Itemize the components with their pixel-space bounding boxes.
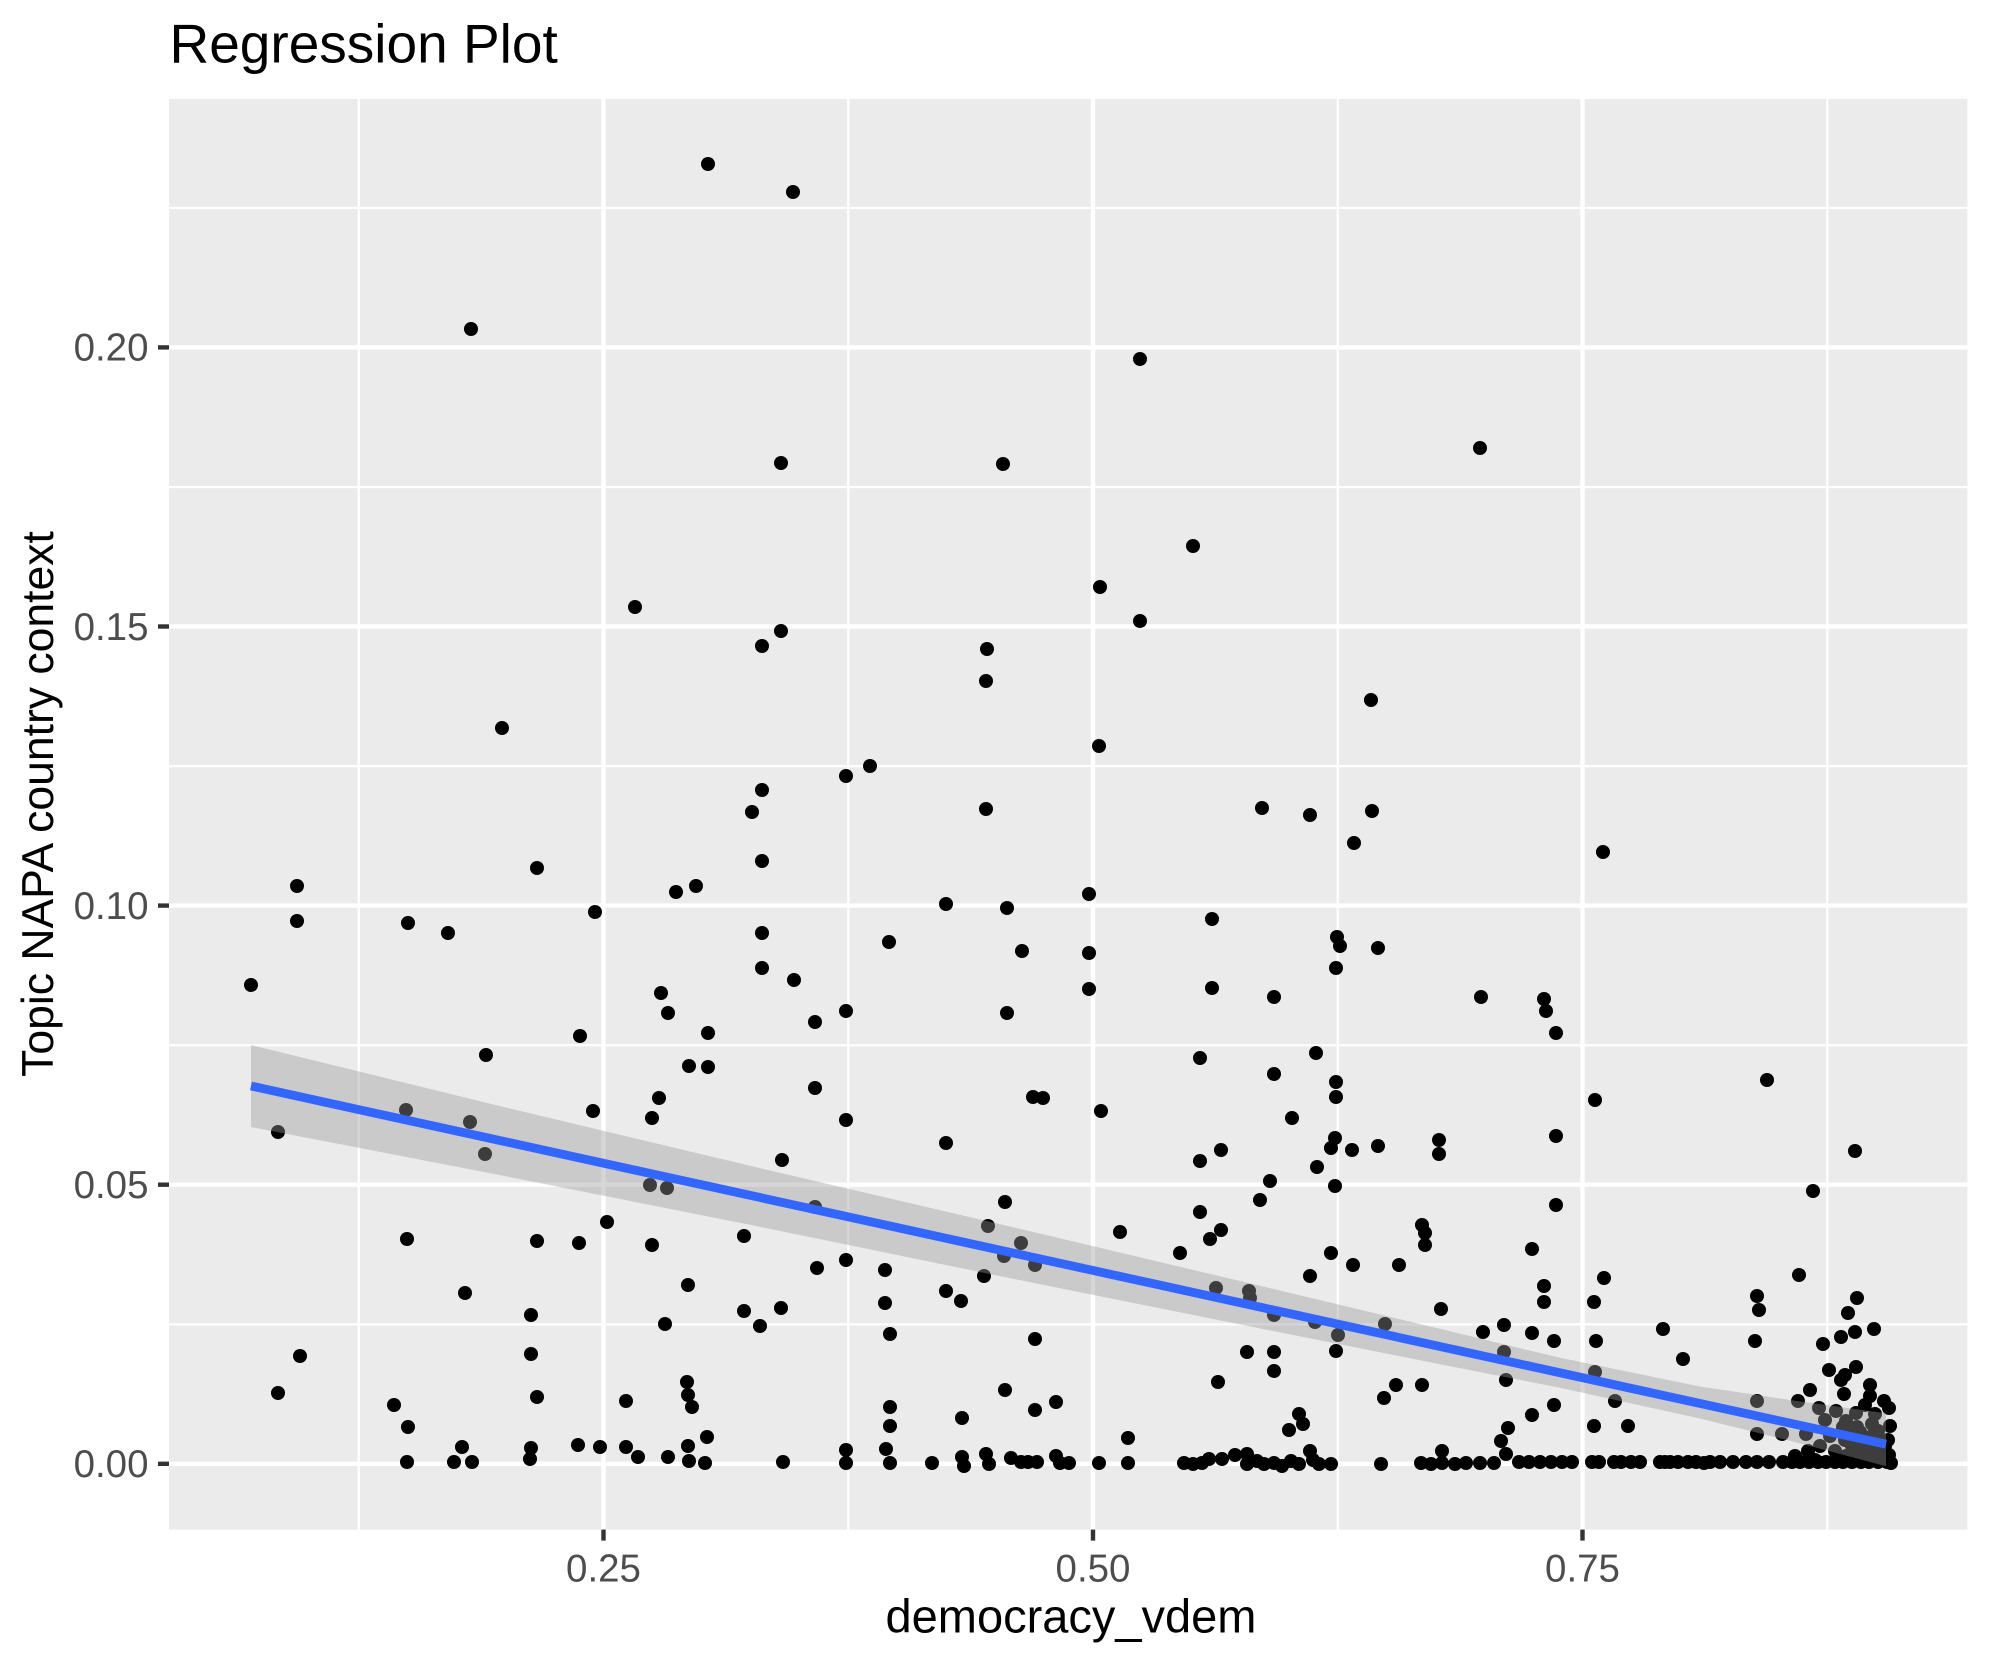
svg-text:0.75: 0.75 (1545, 1548, 1620, 1591)
svg-text:democracy_vdem: democracy_vdem (886, 1590, 1257, 1643)
svg-text:0.10: 0.10 (74, 885, 149, 928)
svg-text:Regression Plot: Regression Plot (170, 13, 558, 75)
svg-text:0.15: 0.15 (74, 606, 149, 649)
svg-text:Topic NAPA country context: Topic NAPA country context (14, 530, 63, 1076)
svg-text:0.00: 0.00 (74, 1443, 149, 1486)
svg-text:0.50: 0.50 (1056, 1548, 1131, 1591)
svg-text:0.05: 0.05 (74, 1164, 149, 1207)
svg-text:0.25: 0.25 (566, 1548, 641, 1591)
svg-text:0.20: 0.20 (74, 327, 149, 370)
